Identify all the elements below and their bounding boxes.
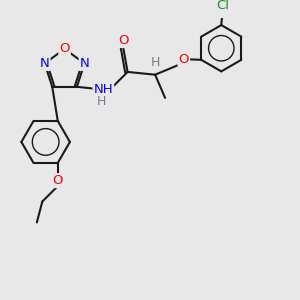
Text: NH: NH [94, 82, 113, 95]
Text: O: O [59, 42, 70, 56]
Text: O: O [52, 174, 63, 187]
Text: H: H [97, 95, 106, 108]
Text: O: O [118, 34, 128, 47]
Text: N: N [40, 57, 50, 70]
Text: N: N [80, 57, 89, 70]
Text: H: H [151, 56, 160, 69]
Text: O: O [178, 53, 189, 66]
Text: Cl: Cl [216, 0, 229, 12]
